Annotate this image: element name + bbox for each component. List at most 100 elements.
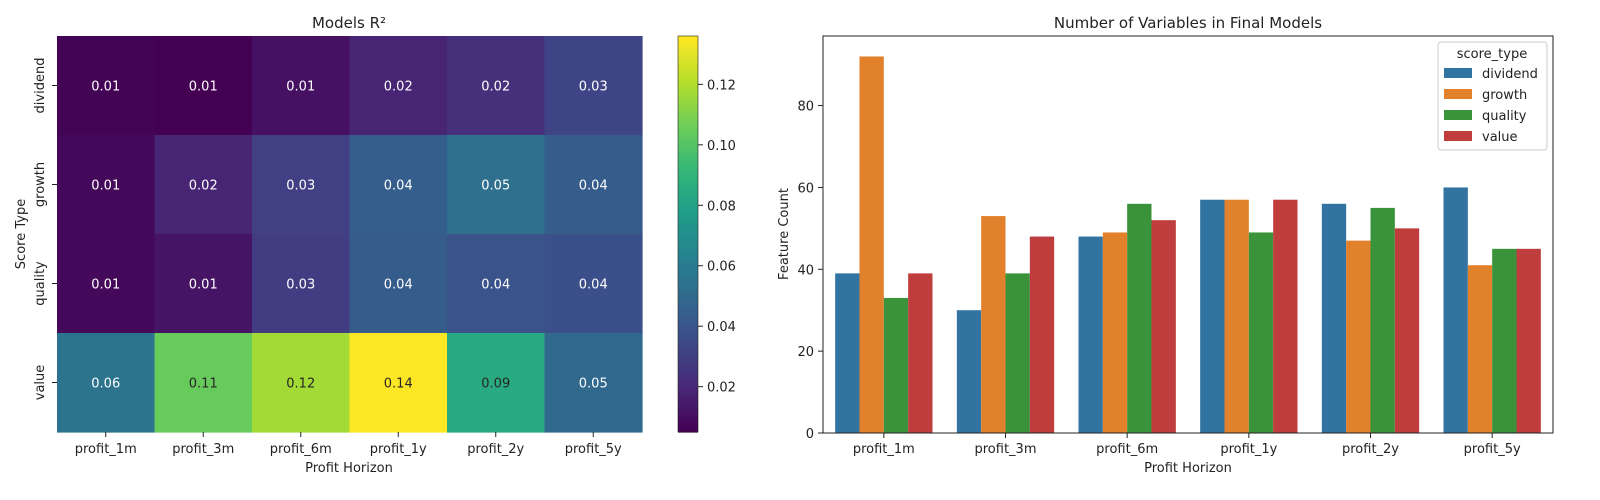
heatmap-cell <box>57 135 156 235</box>
y-tick-label: 40 <box>797 263 814 278</box>
bar-dividend <box>1200 199 1225 433</box>
heatmap-cell-label: 0.06 <box>91 377 120 392</box>
colorbar-segment <box>678 115 698 120</box>
x-tick-label: profit_1m <box>853 442 915 457</box>
x-tick-label: profit_6m <box>1096 442 1158 457</box>
heatmap-cell <box>154 234 253 334</box>
bar-quality <box>1492 248 1517 433</box>
colorbar-segment <box>678 247 698 252</box>
colorbar-segment <box>678 49 698 54</box>
y-tick-label: quality <box>33 261 48 306</box>
bar-y-axis-label: Feature Count <box>777 188 792 280</box>
heatmap-y-ticks: dividend growth quality value <box>33 58 57 400</box>
heatmap-x-axis-label: Profit Horizon <box>305 461 393 476</box>
heatmap-panel: Models R² 0.01 0.01 0.01 0.02 0.02 0.030.01 0.… <box>14 14 736 476</box>
colorbar-segment <box>678 280 698 285</box>
colorbar-segment <box>678 323 698 327</box>
colorbar-segment <box>678 128 698 133</box>
bar-quality <box>883 297 909 433</box>
bar-growth <box>1346 240 1371 433</box>
colorbar-segment <box>678 313 698 318</box>
colorbar-segment <box>678 168 698 172</box>
bar-value <box>1151 220 1176 433</box>
legend-items: dividend growth quality value <box>1444 67 1538 145</box>
colorbar-segment <box>678 356 698 360</box>
colorbar-segment <box>678 237 698 242</box>
heatmap-title: Models R² <box>312 14 386 32</box>
heatmap-cell <box>57 36 156 136</box>
y-tick-label: 60 <box>797 181 814 196</box>
colorbar-segment <box>678 75 698 80</box>
colorbar-segment <box>678 290 698 294</box>
legend-swatch-dividend <box>1444 68 1472 78</box>
colorbar-segment <box>678 42 698 47</box>
bar-growth <box>981 216 1006 433</box>
heatmap-cell <box>154 333 253 433</box>
colorbar-segment <box>678 227 698 232</box>
colorbar-segment <box>678 399 698 403</box>
colorbar-tick-label: 0.10 <box>707 139 736 154</box>
heatmap-cell-label: 0.01 <box>91 179 120 194</box>
bar-quality <box>1127 203 1152 433</box>
heatmap-cell <box>349 234 448 334</box>
colorbar-segment <box>678 138 698 143</box>
heatmap-x-ticks: profit_1m profit_3m profit_6m profit_1y prof… <box>75 432 622 457</box>
heatmap-cell <box>57 234 156 334</box>
heatmap-cell <box>349 36 448 136</box>
bar-dividend <box>1443 187 1468 433</box>
heatmap-y-axis-label: Score Type <box>14 199 29 269</box>
colorbar-segment <box>678 428 698 433</box>
colorbar-segment <box>678 385 698 390</box>
heatmap-cell-label: 0.03 <box>286 179 315 194</box>
colorbar-segment <box>678 422 698 426</box>
colorbar-segment <box>678 78 698 83</box>
colorbar-segment <box>678 224 698 228</box>
colorbar-segment <box>678 405 698 410</box>
bar-quality <box>1370 207 1395 433</box>
y-tick-label: growth <box>33 162 48 207</box>
colorbar-segment <box>678 204 698 209</box>
bar-x-axis-label: Profit Horizon <box>1144 461 1232 476</box>
heatmap-cell-label: 0.04 <box>384 278 413 293</box>
colorbar-segment <box>678 392 698 397</box>
bar-dividend <box>956 310 982 433</box>
bar-dividend <box>835 273 860 433</box>
legend-label-value: value <box>1482 130 1518 145</box>
heatmap-cell <box>544 333 643 433</box>
heatmap-cell-label: 0.09 <box>481 377 510 392</box>
legend-swatch-value <box>1444 131 1472 141</box>
colorbar-segment <box>678 92 698 96</box>
legend-title: score_type <box>1457 47 1527 62</box>
x-tick-label: profit_1m <box>75 442 137 457</box>
x-tick-label: profit_5y <box>565 442 622 457</box>
colorbar-segment <box>678 412 698 417</box>
colorbar-segment <box>678 369 698 374</box>
heatmap-cell-label: 0.03 <box>579 80 608 95</box>
colorbar-segment <box>678 230 698 235</box>
y-tick-label: 20 <box>797 345 814 360</box>
colorbar-segment <box>678 39 698 44</box>
colorbar-segment <box>678 253 698 258</box>
bar-value <box>1394 228 1420 433</box>
bar-quality <box>1005 273 1030 433</box>
y-tick-label: 80 <box>797 100 814 115</box>
colorbar-segment <box>678 85 698 90</box>
colorbar-segment <box>678 148 698 153</box>
heatmap-cell <box>447 333 546 433</box>
heatmap-cell <box>447 36 546 136</box>
colorbar-segment <box>678 366 698 370</box>
colorbar-segment <box>678 144 698 149</box>
colorbar-segment <box>678 243 698 248</box>
legend-label-growth: growth <box>1482 88 1527 103</box>
colorbar-segment <box>678 69 698 73</box>
colorbar-segment <box>678 283 698 288</box>
x-tick-label: profit_1y <box>370 442 427 457</box>
colorbar-segment <box>678 62 698 67</box>
colorbar-tick-label: 0.06 <box>707 260 736 275</box>
colorbar-segment <box>678 389 698 393</box>
colorbar-segment <box>678 55 698 60</box>
colorbar-segment <box>678 108 698 113</box>
bar-chart-bars <box>835 56 1541 433</box>
colorbar-segment <box>678 276 698 281</box>
colorbar-segment <box>678 418 698 423</box>
